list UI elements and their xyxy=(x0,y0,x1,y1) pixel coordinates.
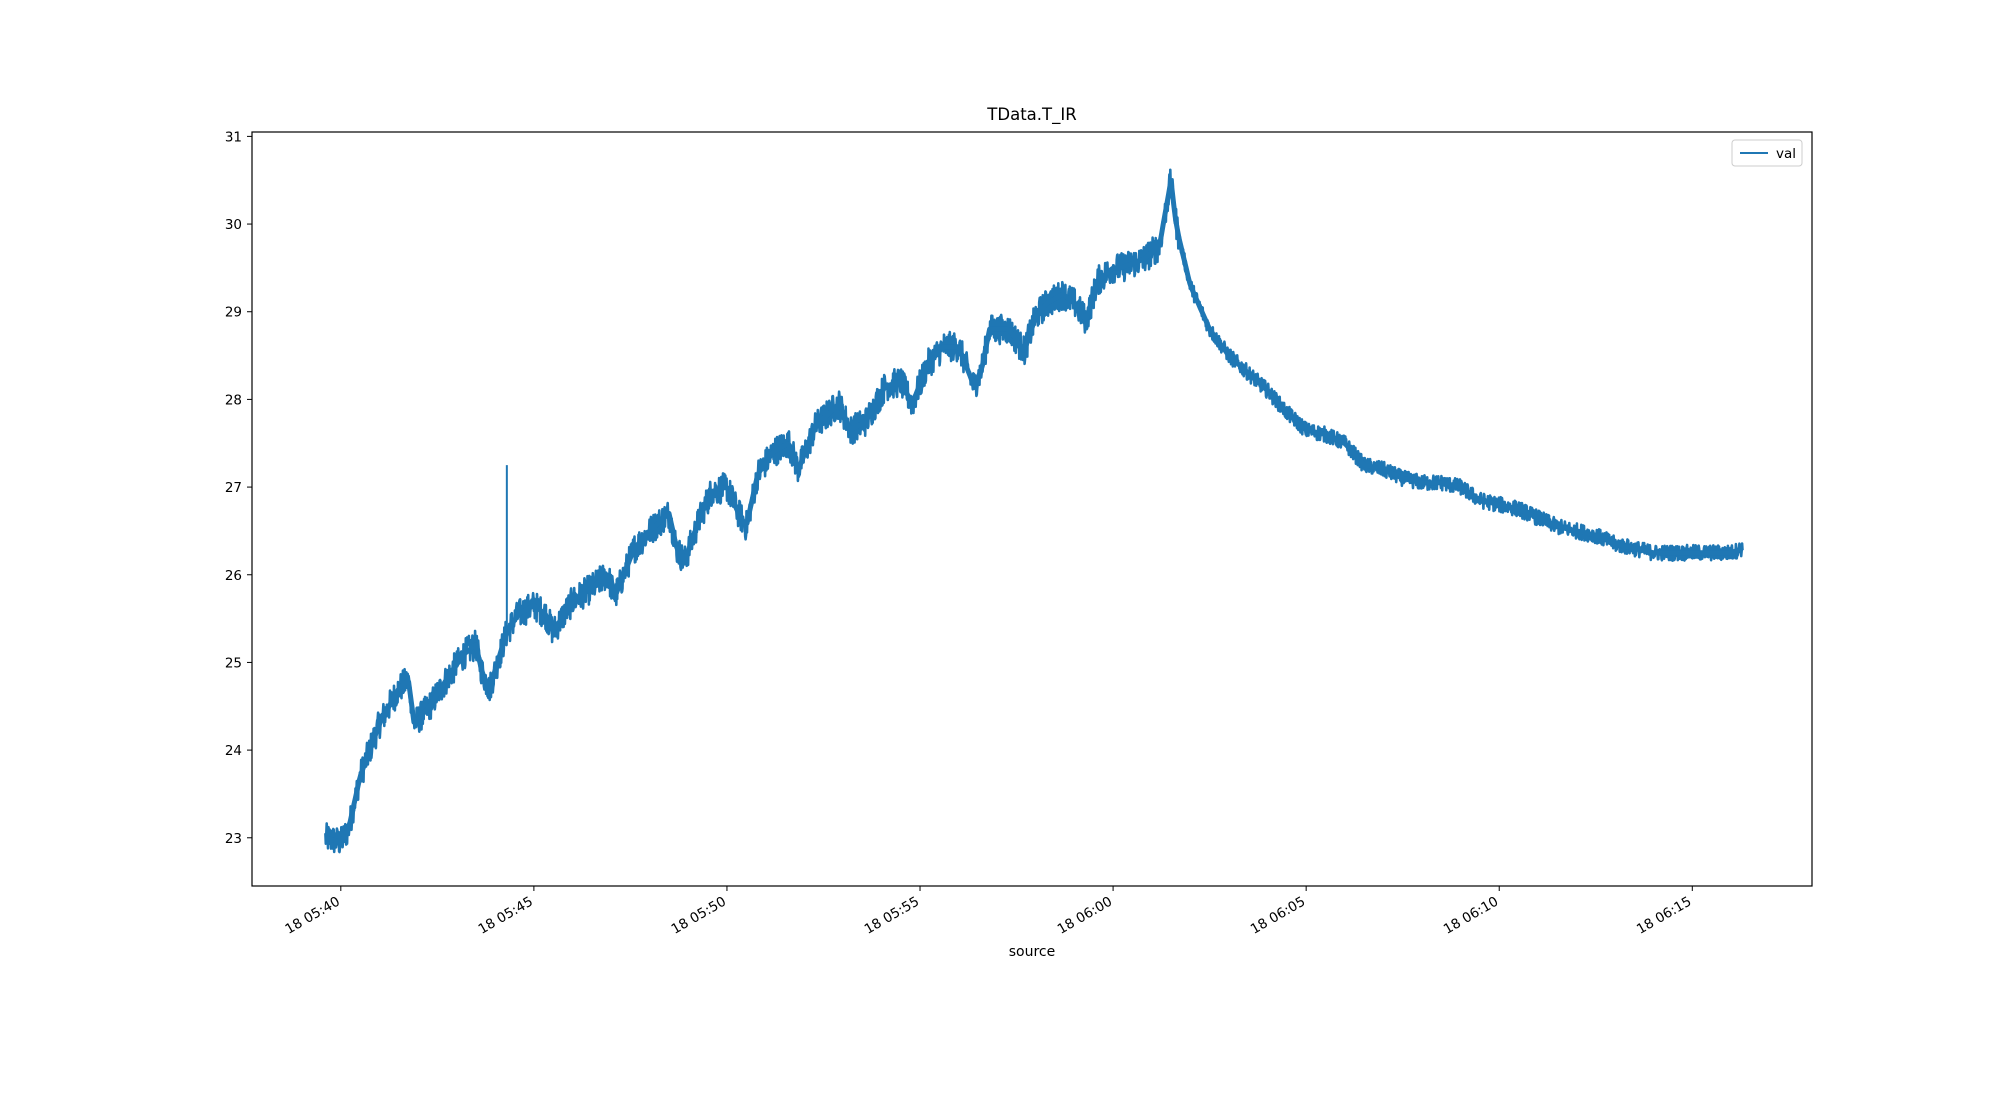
x-axis: 18 05:40 18 05:45 18 05:50 18 05:55 18 06:00… xyxy=(283,886,1694,938)
chart-title: TData.T_IR xyxy=(986,105,1076,125)
legend: val xyxy=(1731,139,1803,167)
x-tick-label: 18 05:55 xyxy=(862,894,922,938)
plot-content xyxy=(324,168,1744,854)
y-tick-label: 25 xyxy=(225,655,242,671)
x-tick-label: 18 05:40 xyxy=(283,894,343,938)
x-tick-label: 18 06:15 xyxy=(1634,894,1694,938)
x-tick-label: 18 05:50 xyxy=(669,894,729,938)
y-tick-label: 28 xyxy=(225,392,242,408)
y-tick-label: 29 xyxy=(225,305,242,321)
x-axis-label: source xyxy=(1009,944,1056,960)
plot-frame xyxy=(251,131,1813,887)
y-tick-label: 27 xyxy=(225,480,242,496)
y-tick-label: 26 xyxy=(225,568,242,584)
y-tick-label: 24 xyxy=(225,743,242,759)
y-tick-label: 30 xyxy=(225,217,242,233)
x-tick-label: 18 06:10 xyxy=(1441,894,1501,938)
x-tick-label: 18 06:00 xyxy=(1055,894,1115,938)
legend-entry-val: val xyxy=(1776,146,1796,162)
x-tick-label: 18 06:05 xyxy=(1248,894,1308,938)
series-trend-val xyxy=(324,181,1744,845)
y-tick-label: 31 xyxy=(225,129,242,145)
y-axis: 23 24 25 26 27 28 29 30 31 xyxy=(225,129,252,847)
y-tick-label: 23 xyxy=(225,831,242,847)
series-line-val xyxy=(324,168,1744,854)
x-tick-label: 18 05:45 xyxy=(476,894,536,938)
